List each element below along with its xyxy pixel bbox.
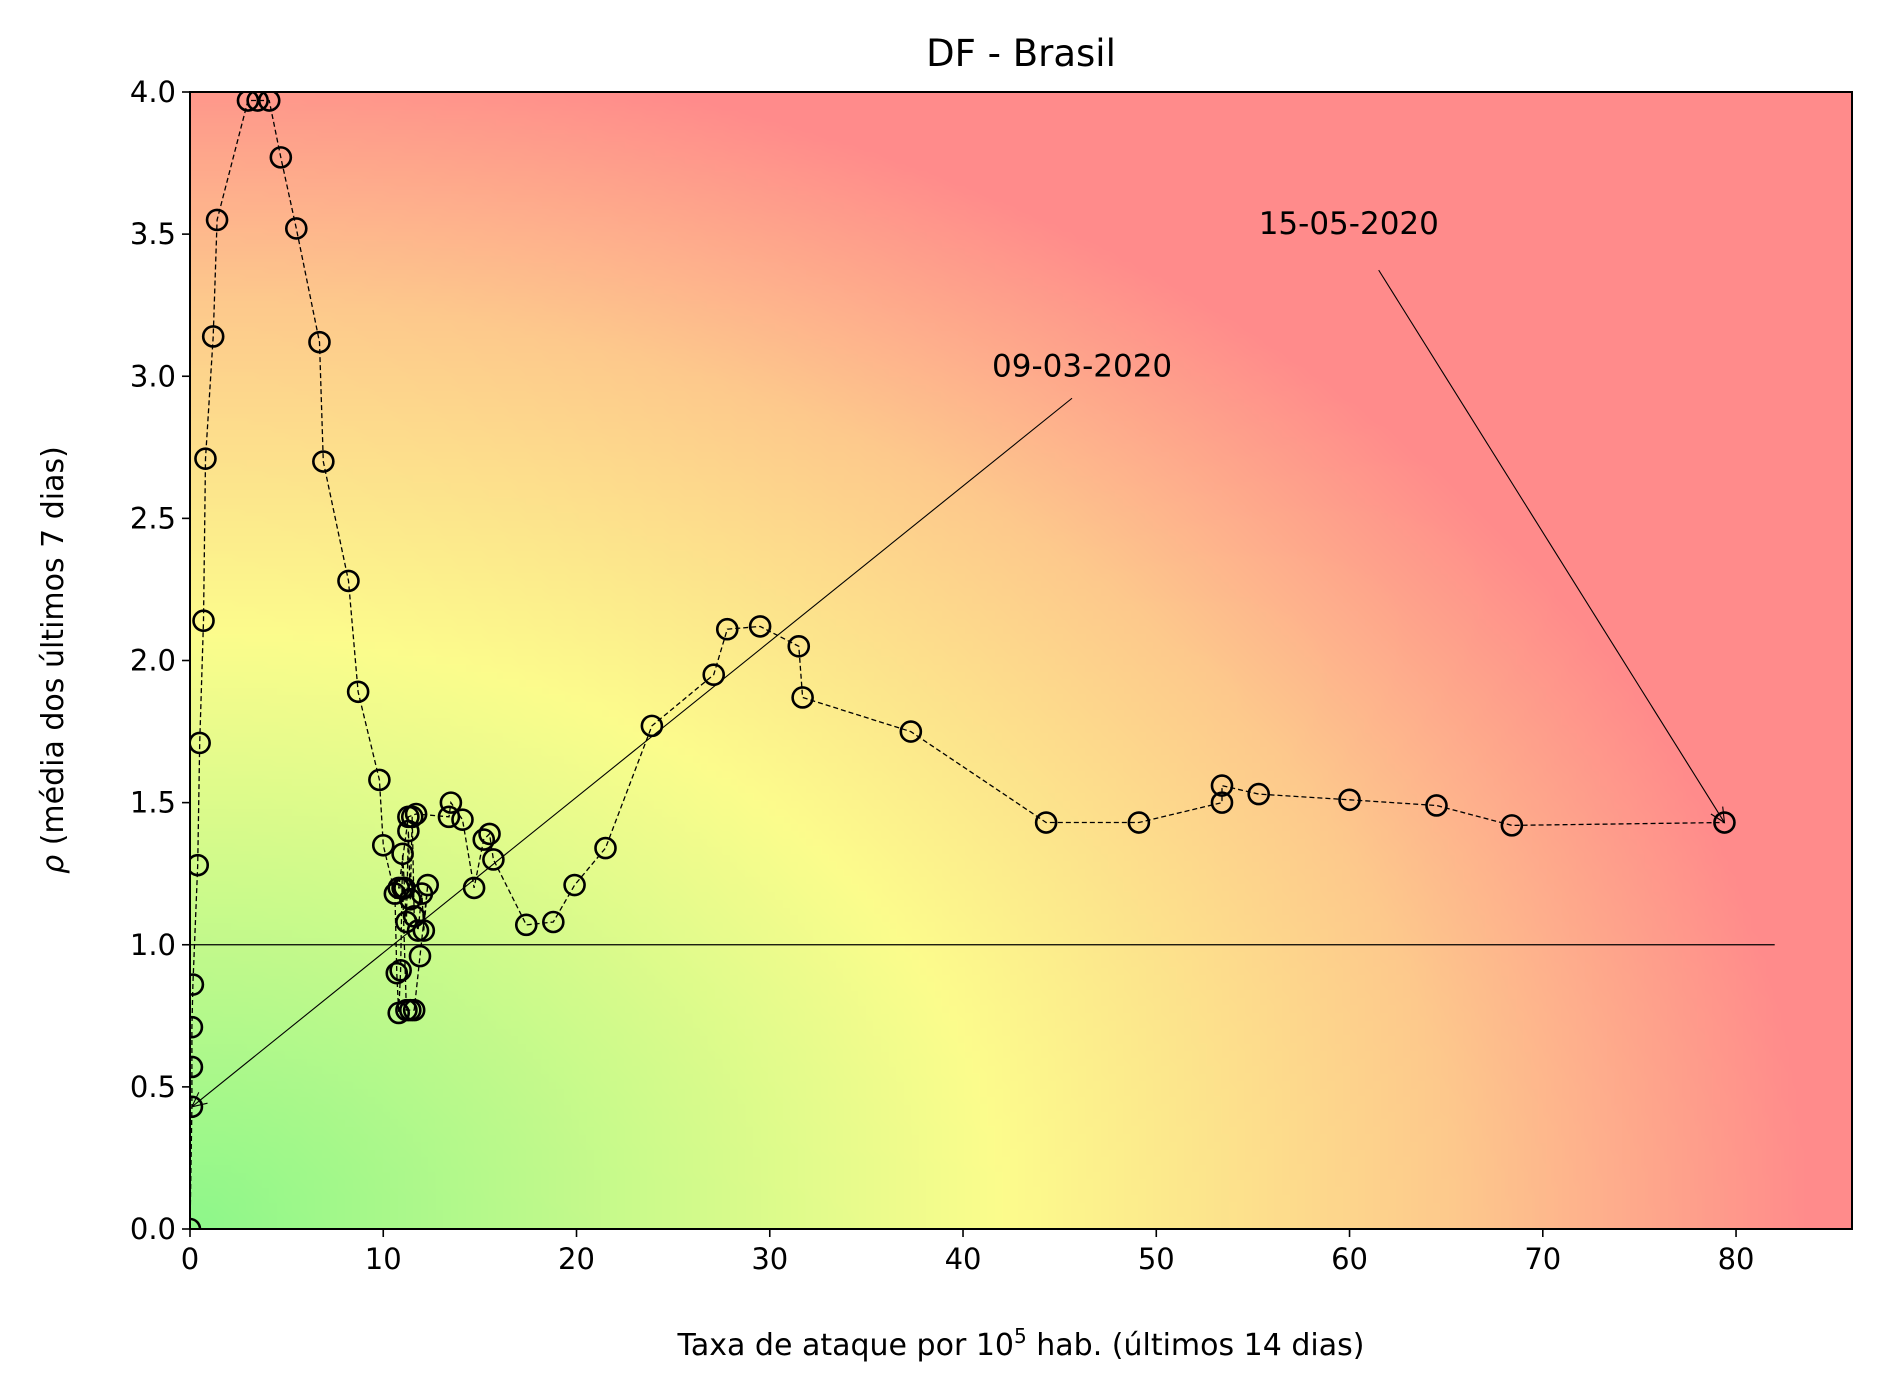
chart-title: DF - Brasil [926, 32, 1116, 75]
data-point [1034, 811, 1058, 834]
y-tick-label: 3.5 [130, 217, 176, 251]
y-tick-label: 4.0 [130, 75, 176, 109]
data-point [791, 686, 814, 709]
data-point [472, 828, 496, 851]
data-point [1338, 788, 1361, 812]
data-point [563, 873, 586, 897]
data-point [416, 873, 440, 897]
data-point [1500, 814, 1524, 837]
x-tick-label: 60 [1331, 1242, 1368, 1276]
data-point [190, 853, 210, 877]
data-point [308, 330, 331, 354]
data-point [715, 617, 739, 641]
data-point [437, 805, 461, 829]
data-point [190, 1015, 204, 1039]
data-point [395, 998, 418, 1022]
y-axis-title: ρ (média dos últimos 7 dias) [36, 446, 71, 874]
y-tick-label: 2.0 [130, 644, 176, 678]
data-point [346, 680, 370, 704]
x-axis-title-superscript: 5 [1014, 1324, 1027, 1348]
x-tick-label: 70 [1524, 1242, 1561, 1276]
data-point [1425, 794, 1448, 817]
data-point [542, 910, 565, 934]
data-point [404, 802, 428, 826]
data-point [478, 822, 501, 846]
data-point [514, 913, 538, 937]
annotation-arrow [191, 397, 1073, 1108]
y-axis-title-symbol: ρ [36, 855, 71, 874]
x-axis-ticks: 0 10 20 30 40 50 60 70 80 [181, 1229, 1755, 1276]
series-layer [190, 92, 1736, 1229]
data-point [190, 973, 205, 996]
data-point [269, 146, 293, 169]
x-axis-title: Taxa de ataque por 105 hab. (últimos 14 … [677, 1324, 1365, 1363]
series-line [190, 99, 1725, 1229]
data-point [194, 447, 217, 470]
data-point [451, 808, 474, 831]
annotation-label: 15-05-2020 [1259, 206, 1439, 242]
data-point [406, 919, 430, 942]
data-point [192, 609, 215, 633]
data-point [389, 959, 412, 982]
data-point [899, 720, 923, 743]
data-point [284, 217, 308, 240]
y-tick-label: 2.5 [130, 501, 176, 535]
annotation-arrow [1378, 269, 1725, 823]
data-point [787, 634, 811, 658]
x-tick-label: 40 [945, 1242, 982, 1276]
y-tick-label: 1.5 [130, 786, 176, 820]
data-point [257, 92, 281, 112]
data-point [702, 663, 726, 687]
data-point [748, 615, 772, 638]
annotation-layer: 09-03-2020 15-05-2020 [190, 206, 1726, 1108]
data-point [371, 833, 395, 857]
annotation-label: 09-03-2020 [992, 348, 1172, 384]
plot-background [190, 92, 1852, 1229]
data-point [387, 876, 411, 900]
x-tick-label: 0 [181, 1242, 199, 1276]
data-point [368, 768, 391, 792]
data-point [190, 1095, 204, 1119]
y-axis-title-text: (média dos últimos 7 dias) [36, 446, 71, 855]
annotation-arrowhead [190, 1092, 208, 1108]
data-point [594, 836, 617, 860]
data-point [1210, 774, 1234, 797]
x-tick-label: 30 [751, 1242, 788, 1276]
y-tick-label: 0.5 [130, 1070, 176, 1104]
gradient-background [190, 92, 1852, 1229]
data-point [337, 569, 360, 593]
x-axis-title-suffix: hab. (últimos 14 dias) [1027, 1328, 1365, 1363]
data-point [246, 92, 269, 112]
y-tick-label: 0.0 [130, 1212, 176, 1246]
x-tick-label: 10 [365, 1242, 402, 1276]
data-point [439, 791, 463, 814]
data-point [1713, 811, 1736, 834]
x-tick-label: 20 [558, 1242, 595, 1276]
data-point [391, 842, 414, 866]
data-point [312, 450, 335, 473]
data-point [1127, 811, 1151, 834]
data-point [385, 961, 409, 985]
y-tick-label: 3.0 [130, 359, 176, 393]
y-axis-ticks: 0.0 0.5 1.0 1.5 2.0 2.5 3.0 3.5 4.0 [130, 75, 190, 1246]
y-tick-label: 1.0 [130, 928, 176, 962]
data-point [201, 325, 225, 348]
annotation-arrowhead [1710, 806, 1726, 824]
x-tick-label: 80 [1718, 1242, 1755, 1276]
data-point [399, 887, 422, 911]
data-point [190, 1055, 204, 1079]
x-tick-label: 50 [1138, 1242, 1175, 1276]
data-point [1210, 791, 1234, 814]
data-point [205, 208, 229, 232]
data-point [408, 944, 432, 968]
data-point [482, 848, 505, 871]
data-point [1247, 782, 1271, 806]
data-point [190, 731, 211, 755]
x-axis-title-prefix: Taxa de ataque por 10 [677, 1328, 1014, 1363]
